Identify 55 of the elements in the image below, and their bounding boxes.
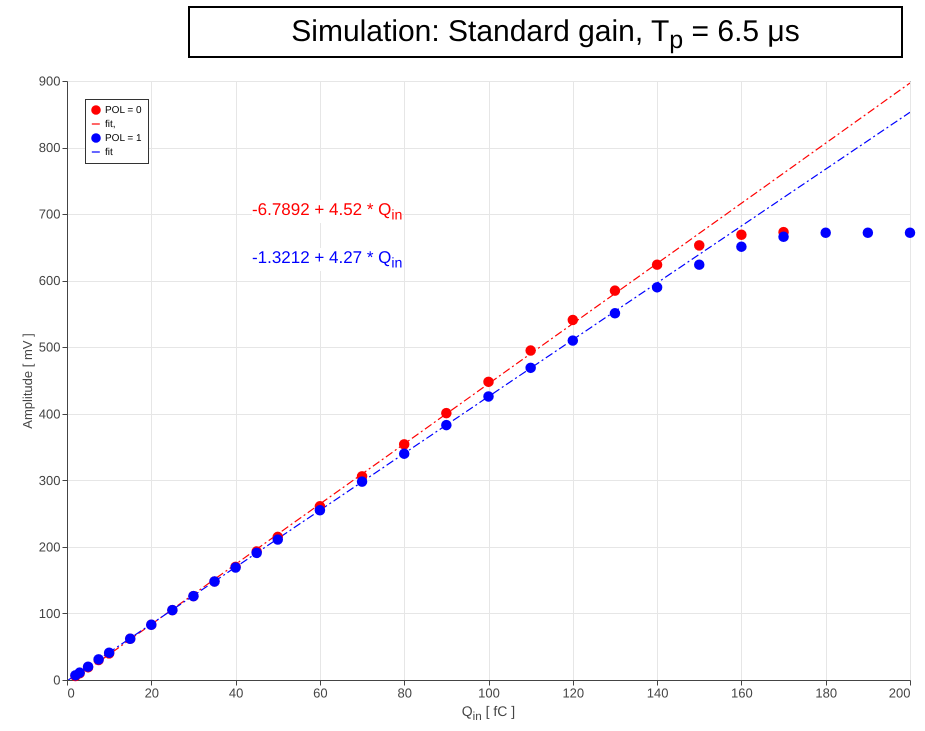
point xyxy=(272,534,283,545)
point xyxy=(483,391,494,402)
point xyxy=(652,282,662,293)
point xyxy=(652,259,662,270)
y-axis-title: Amplitude [ mV ] xyxy=(20,333,35,429)
point xyxy=(441,420,452,430)
x-tick-label: 0 xyxy=(68,686,75,700)
point xyxy=(483,376,494,388)
point xyxy=(904,228,916,238)
y-tick-label: 200 xyxy=(38,539,60,554)
y-tick-label: 900 xyxy=(38,74,60,88)
point xyxy=(820,228,831,238)
point xyxy=(694,240,704,251)
legend-label: POL = 1 xyxy=(105,133,142,144)
chart-title: Simulation: Standard gain, T$_{p}$ = 6.5 μs xyxy=(188,6,903,58)
y-tick-label: 0 xyxy=(53,672,60,688)
annotation: -6.7892 + 4.52 * Q$_{in}$ xyxy=(252,200,402,224)
x-tick-label: 80 xyxy=(397,686,412,700)
y-tick-label: 100 xyxy=(38,606,60,621)
point xyxy=(694,259,704,270)
point xyxy=(398,439,410,450)
point xyxy=(568,335,578,346)
point xyxy=(568,314,578,326)
y-tick-label: 600 xyxy=(38,273,60,288)
legend-label: fit xyxy=(105,147,113,158)
x-tick-label: 180 xyxy=(815,686,838,700)
x-tick-label: 20 xyxy=(144,686,160,700)
legend-label: fit, xyxy=(105,119,116,130)
point xyxy=(314,505,326,516)
point xyxy=(736,230,747,240)
point xyxy=(778,232,789,242)
y-tick-label: 300 xyxy=(38,472,60,488)
x-tick-label: 120 xyxy=(562,686,584,700)
point xyxy=(441,408,452,418)
point xyxy=(525,362,536,374)
y-tick-label: 400 xyxy=(38,406,60,422)
point xyxy=(356,476,368,487)
annotation: -1.3212 + 4.27 * Q$_{in}$ xyxy=(252,248,402,272)
point xyxy=(736,241,747,252)
y-tick-label: 500 xyxy=(38,340,60,355)
point xyxy=(610,308,620,319)
x-tick-label: 100 xyxy=(478,686,500,700)
y-tick-label: 800 xyxy=(38,140,60,156)
x-tick-label: 60 xyxy=(313,686,328,700)
x-tick-label: 200 xyxy=(888,686,910,700)
point xyxy=(610,285,620,296)
x-tick-label: 140 xyxy=(646,686,668,700)
legend-label: POL = 0 xyxy=(105,105,142,116)
point xyxy=(862,228,874,238)
x-tick-label: 40 xyxy=(228,686,244,700)
x-axis-title: Q$_{in}$ [ fC ] xyxy=(460,703,516,723)
point xyxy=(398,448,410,459)
x-tick-label: 160 xyxy=(731,686,753,700)
point xyxy=(525,345,536,356)
y-tick-label: 700 xyxy=(38,206,60,222)
